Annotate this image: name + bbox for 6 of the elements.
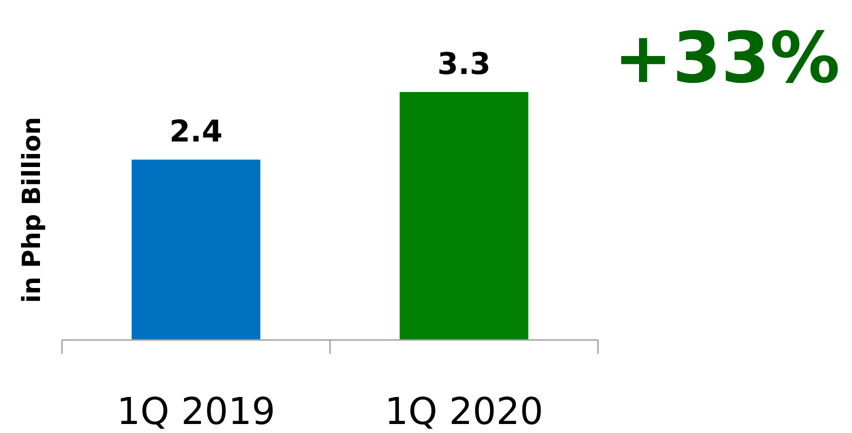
text: +33% — [614, 17, 840, 99]
data-label: 3.3 — [437, 47, 491, 82]
y-axis-title: in Php Billion — [17, 116, 46, 304]
x-tick-label: 1Q 2019 — [116, 390, 276, 433]
x-tick-label: 1Q 2020 — [384, 390, 544, 433]
data-label: 2.4 — [169, 114, 223, 150]
